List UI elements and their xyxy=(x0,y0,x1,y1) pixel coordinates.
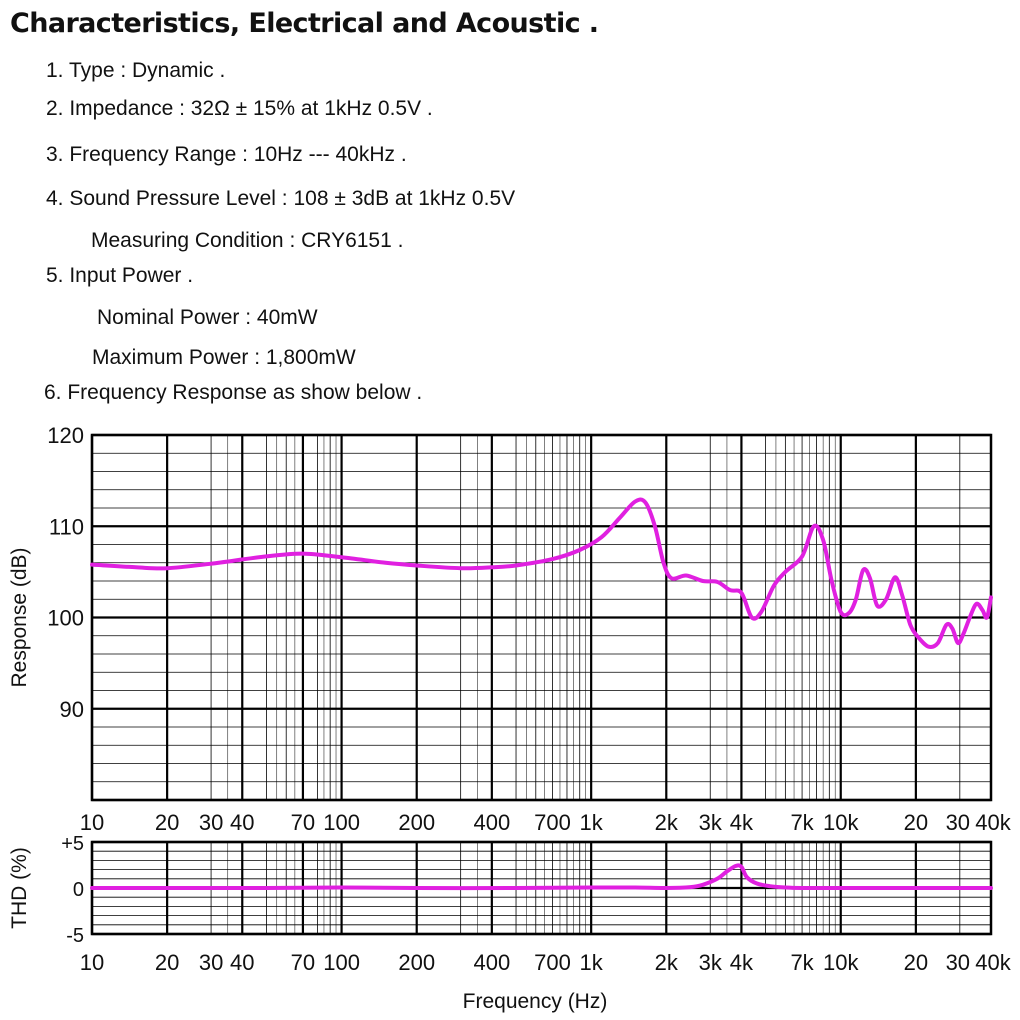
series-line xyxy=(90,863,993,891)
x-tick-label: 700 xyxy=(534,950,571,975)
y-axis-label: Response (dB) xyxy=(8,547,31,687)
x-tick-label: 400 xyxy=(473,950,510,975)
x-tick-label: 4k xyxy=(730,810,754,835)
x-tick-label: 100 xyxy=(323,810,360,835)
x-tick-label: 7k xyxy=(790,810,814,835)
spec-nominal-power: Nominal Power : 40mW xyxy=(97,306,318,329)
x-tick-label: 30 xyxy=(946,950,970,975)
spec-sound-pressure-level: 4. Sound Pressure Level : 108 ± 3dB at 1… xyxy=(46,187,516,210)
x-tick-label: 40k xyxy=(975,810,1011,835)
spec-frequency-response: 6. Frequency Response as show below . xyxy=(44,381,423,404)
spec-impedance: 2. Impedance : 32Ω ± 15% at 1kHz 0.5V . xyxy=(46,97,433,120)
x-tick-label: 20 xyxy=(904,810,928,835)
spec-frequency-range: 3. Frequency Range : 10Hz --- 40kHz . xyxy=(46,143,407,166)
x-tick-label: 700 xyxy=(534,810,571,835)
x-tick-label: 70 xyxy=(291,810,315,835)
x-tick-label: 40k xyxy=(975,950,1011,975)
x-tick-label: 2k xyxy=(655,810,679,835)
x-tick-label: 10 xyxy=(80,950,104,975)
x-tick-label: 10k xyxy=(823,950,859,975)
thd-chart: 10 20 30 40 70 100 200 400 700 1k 2k 3k 4k 7k 10k 20 30 4… xyxy=(8,833,1012,1013)
series-line xyxy=(90,497,993,650)
x-tick-label: 30 xyxy=(199,950,223,975)
x-tick-label: 30 xyxy=(199,810,223,835)
y-tick-label: 120 xyxy=(47,423,84,448)
y-tick-label: 100 xyxy=(47,606,84,631)
x-tick-label: 30 xyxy=(946,810,970,835)
y-tick-label: 110 xyxy=(49,514,84,539)
x-tick-label: 70 xyxy=(291,950,315,975)
x-tick-label: 7k xyxy=(790,950,814,975)
spec-maximum-power: Maximum Power : 1,800mW xyxy=(92,346,356,369)
spec-measuring-condition: Measuring Condition : CRY6151 . xyxy=(91,229,404,252)
x-tick-label: 1k xyxy=(580,810,604,835)
plot-frame xyxy=(90,433,993,802)
x-tick-label: 40 xyxy=(230,810,254,835)
frequency-response-chart: 10 20 30 40 70 100 200 400 700 1k 2k 3k 4k 7k 10k 20 30 4… xyxy=(8,423,1012,835)
x-tick-label: 4k xyxy=(730,950,754,975)
x-tick-label: 3k xyxy=(699,810,723,835)
x-tick-label: 200 xyxy=(398,950,435,975)
y-tick-label: 0 xyxy=(73,879,84,901)
x-tick-label: 10 xyxy=(80,810,104,835)
y-tick-label: -5 xyxy=(66,925,84,947)
x-tick-label: 2k xyxy=(655,950,679,975)
x-tick-label: 40 xyxy=(230,950,254,975)
x-tick-label: 200 xyxy=(398,810,435,835)
y-tick-label: 90 xyxy=(60,697,84,722)
x-axis-label: Frequency (Hz) xyxy=(463,990,608,1013)
x-tick-label: 20 xyxy=(904,950,928,975)
x-tick-label: 1k xyxy=(580,950,604,975)
x-tick-label: 20 xyxy=(155,950,179,975)
y-axis-label: THD (%) xyxy=(8,847,31,929)
x-tick-label: 20 xyxy=(155,810,179,835)
page-title: Characteristics, Electrical and Acoustic… xyxy=(10,8,599,39)
y-tick-label: +5 xyxy=(61,833,84,855)
spec-type: 1. Type : Dynamic . xyxy=(46,59,226,82)
x-tick-label: 10k xyxy=(823,810,859,835)
x-tick-label: 100 xyxy=(323,950,360,975)
x-tick-label: 3k xyxy=(699,950,723,975)
spec-input-power: 5. Input Power . xyxy=(46,264,194,287)
x-tick-label: 400 xyxy=(473,810,510,835)
